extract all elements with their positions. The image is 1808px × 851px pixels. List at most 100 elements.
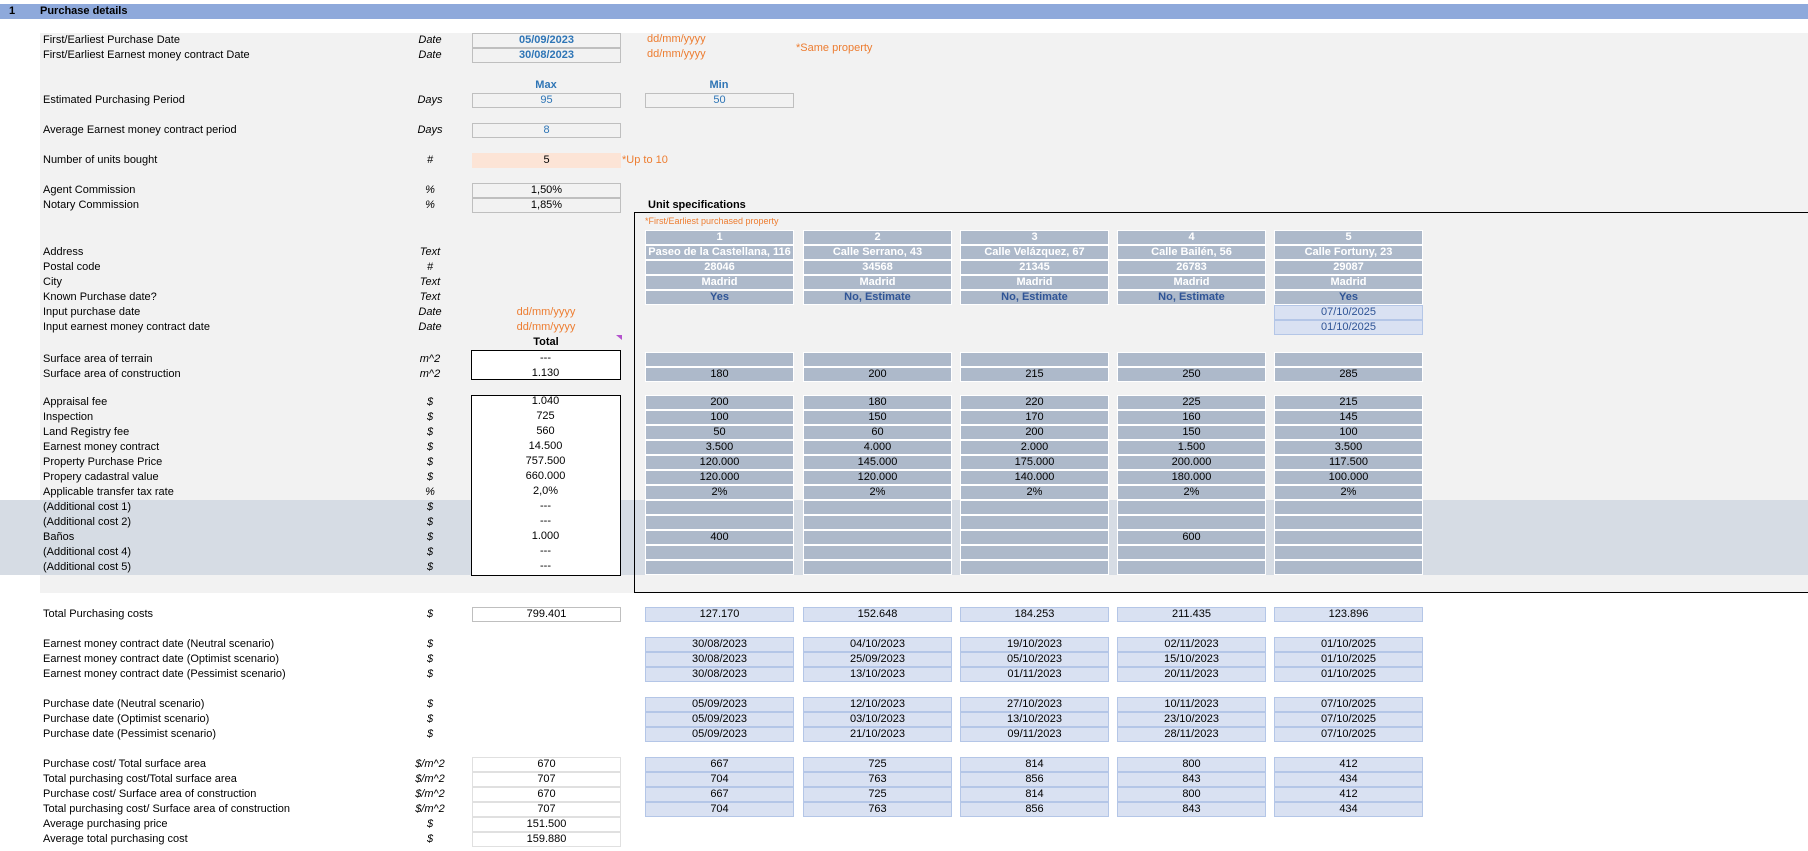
unit-input-purchase-date[interactable]: 07/10/2025 bbox=[1274, 305, 1423, 320]
row-value-cell[interactable]: 200 bbox=[960, 425, 1109, 440]
row-value-cell[interactable]: 600 bbox=[1117, 530, 1266, 545]
row-value-cell[interactable] bbox=[803, 515, 952, 530]
row-value-cell[interactable] bbox=[803, 545, 952, 560]
unit-address-cell[interactable]: Calle Serrano, 43 bbox=[803, 245, 952, 260]
row-value-cell[interactable]: 120.000 bbox=[645, 455, 794, 470]
units-bought-input[interactable]: 5 bbox=[472, 153, 621, 168]
row-value-cell[interactable] bbox=[1117, 352, 1266, 367]
row-value-cell[interactable]: 170 bbox=[960, 410, 1109, 425]
row-value-cell[interactable]: 200 bbox=[645, 395, 794, 410]
row-value-cell[interactable]: 2% bbox=[1274, 485, 1423, 500]
row-value-cell[interactable]: 225 bbox=[1117, 395, 1266, 410]
row-value-cell[interactable]: 180.000 bbox=[1117, 470, 1266, 485]
row-value-cell[interactable] bbox=[645, 545, 794, 560]
unit-city-cell[interactable]: Madrid bbox=[1117, 275, 1266, 290]
row-value-cell[interactable]: 215 bbox=[1274, 395, 1423, 410]
row-value-cell[interactable]: 120.000 bbox=[645, 470, 794, 485]
row-value-cell[interactable] bbox=[1274, 515, 1423, 530]
unit-city-cell[interactable]: Madrid bbox=[645, 275, 794, 290]
row-value-cell[interactable] bbox=[1117, 545, 1266, 560]
row-value-cell[interactable] bbox=[1274, 560, 1423, 575]
row-value-cell[interactable] bbox=[960, 560, 1109, 575]
row-value-cell[interactable]: 140.000 bbox=[960, 470, 1109, 485]
row-value-cell[interactable]: 2% bbox=[960, 485, 1109, 500]
notary-commission-input[interactable]: 1,85% bbox=[472, 198, 621, 213]
row-value-cell[interactable]: 145.000 bbox=[803, 455, 952, 470]
unit-postal-cell[interactable]: 34568 bbox=[803, 260, 952, 275]
unit-address-cell[interactable]: Calle Bailén, 56 bbox=[1117, 245, 1266, 260]
row-value-cell[interactable]: 117.500 bbox=[1274, 455, 1423, 470]
row-value-cell[interactable]: 3.500 bbox=[1274, 440, 1423, 455]
row-value-cell[interactable] bbox=[1117, 560, 1266, 575]
row-value-cell[interactable] bbox=[1274, 352, 1423, 367]
row-value-cell[interactable]: 220 bbox=[960, 395, 1109, 410]
row-value-cell[interactable]: 200.000 bbox=[1117, 455, 1266, 470]
row-value-cell[interactable] bbox=[960, 500, 1109, 515]
row-value-cell[interactable] bbox=[645, 560, 794, 575]
period-max-input[interactable]: 95 bbox=[472, 93, 621, 108]
row-value-cell[interactable]: 180 bbox=[645, 367, 794, 382]
row-value-cell[interactable] bbox=[1274, 500, 1423, 515]
row-value-cell[interactable]: 2% bbox=[1117, 485, 1266, 500]
row-value-cell[interactable] bbox=[1117, 500, 1266, 515]
row-value-cell[interactable] bbox=[1274, 545, 1423, 560]
avg-earnest-input[interactable]: 8 bbox=[472, 123, 621, 138]
row-value-cell[interactable]: 120.000 bbox=[803, 470, 952, 485]
unit-known-date-cell[interactable]: Yes bbox=[1274, 290, 1423, 305]
purchase-date-input[interactable]: 05/09/2023 bbox=[472, 33, 621, 48]
row-value-cell[interactable]: 150 bbox=[803, 410, 952, 425]
period-min-input[interactable]: 50 bbox=[645, 93, 794, 108]
unit-city-cell[interactable]: Madrid bbox=[1274, 275, 1423, 290]
row-value-cell[interactable] bbox=[960, 515, 1109, 530]
agent-commission-input[interactable]: 1,50% bbox=[472, 183, 621, 198]
unit-known-date-cell[interactable]: No, Estimate bbox=[803, 290, 952, 305]
row-value-cell[interactable] bbox=[645, 500, 794, 515]
row-value-cell[interactable]: 3.500 bbox=[645, 440, 794, 455]
row-value-cell[interactable]: 100 bbox=[645, 410, 794, 425]
row-value-cell[interactable]: 285 bbox=[1274, 367, 1423, 382]
row-value-cell[interactable] bbox=[645, 515, 794, 530]
row-value-cell[interactable]: 1.500 bbox=[1117, 440, 1266, 455]
unit-postal-cell[interactable]: 28046 bbox=[645, 260, 794, 275]
row-value-cell[interactable]: 215 bbox=[960, 367, 1109, 382]
row-value-cell[interactable]: 2% bbox=[645, 485, 794, 500]
row-value-cell[interactable]: 200 bbox=[803, 367, 952, 382]
row-value-cell[interactable]: 100.000 bbox=[1274, 470, 1423, 485]
unit-address-cell[interactable]: Calle Fortuny, 23 bbox=[1274, 245, 1423, 260]
row-value-cell[interactable]: 2.000 bbox=[960, 440, 1109, 455]
unit-city-cell[interactable]: Madrid bbox=[803, 275, 952, 290]
row-value-cell[interactable]: 175.000 bbox=[960, 455, 1109, 470]
unit-postal-cell[interactable]: 29087 bbox=[1274, 260, 1423, 275]
row-value-cell[interactable]: 100 bbox=[1274, 425, 1423, 440]
row-value-cell[interactable] bbox=[960, 530, 1109, 545]
earnest-date-input[interactable]: 30/08/2023 bbox=[472, 48, 621, 63]
unit-postal-cell[interactable]: 26783 bbox=[1117, 260, 1266, 275]
unit-postal-cell[interactable]: 21345 bbox=[960, 260, 1109, 275]
row-value-cell[interactable] bbox=[960, 352, 1109, 367]
row-value-cell[interactable] bbox=[803, 560, 952, 575]
row-value-cell[interactable] bbox=[1274, 530, 1423, 545]
row-value-cell[interactable] bbox=[1117, 515, 1266, 530]
row-value-cell[interactable]: 180 bbox=[803, 395, 952, 410]
row-value-cell[interactable]: 60 bbox=[803, 425, 952, 440]
unit-known-date-cell[interactable]: No, Estimate bbox=[960, 290, 1109, 305]
row-value-cell[interactable]: 50 bbox=[645, 425, 794, 440]
row-value-cell[interactable] bbox=[803, 530, 952, 545]
row-value-cell[interactable]: 250 bbox=[1117, 367, 1266, 382]
unit-known-date-cell[interactable]: No, Estimate bbox=[1117, 290, 1266, 305]
unit-input-earnest-date[interactable]: 01/10/2025 bbox=[1274, 320, 1423, 335]
row-value-cell[interactable]: 4.000 bbox=[803, 440, 952, 455]
row-value-cell[interactable] bbox=[645, 352, 794, 367]
row-value-cell[interactable]: 150 bbox=[1117, 425, 1266, 440]
row-value-cell[interactable] bbox=[803, 352, 952, 367]
unit-address-cell[interactable]: Paseo de la Castellana, 116 bbox=[645, 245, 794, 260]
row-value-cell[interactable] bbox=[960, 545, 1109, 560]
unit-address-cell[interactable]: Calle Velázquez, 67 bbox=[960, 245, 1109, 260]
unit-known-date-cell[interactable]: Yes bbox=[645, 290, 794, 305]
unit-city-cell[interactable]: Madrid bbox=[960, 275, 1109, 290]
row-value-cell[interactable]: 2% bbox=[803, 485, 952, 500]
row-value-cell[interactable] bbox=[803, 500, 952, 515]
row-value-cell[interactable]: 145 bbox=[1274, 410, 1423, 425]
row-value-cell[interactable]: 400 bbox=[645, 530, 794, 545]
row-value-cell[interactable]: 160 bbox=[1117, 410, 1266, 425]
